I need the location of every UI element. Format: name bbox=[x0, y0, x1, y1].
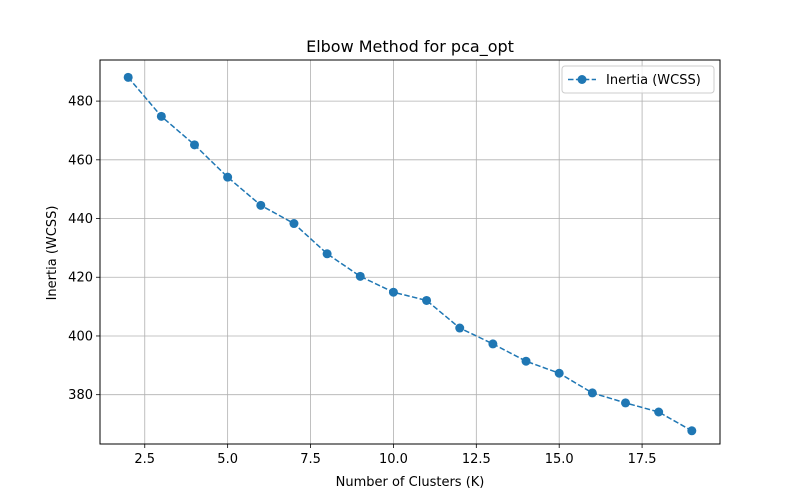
data-point bbox=[521, 356, 531, 366]
data-point bbox=[554, 368, 564, 378]
data-point bbox=[123, 72, 133, 82]
data-point bbox=[156, 111, 166, 121]
y-tick-label: 440 bbox=[68, 212, 93, 227]
data-point bbox=[422, 295, 432, 305]
data-point bbox=[621, 398, 631, 408]
data-point bbox=[355, 271, 365, 281]
x-tick-label: 15.0 bbox=[545, 452, 574, 467]
data-point bbox=[256, 200, 266, 210]
data-point bbox=[289, 219, 299, 229]
data-point bbox=[388, 287, 398, 297]
legend: Inertia (WCSS) bbox=[561, 65, 715, 94]
grid bbox=[100, 60, 720, 444]
chart-title: Elbow Method for pca_opt bbox=[306, 37, 514, 57]
legend-marker-sample bbox=[577, 75, 587, 84]
y-tick-label: 460 bbox=[68, 153, 93, 168]
data-point bbox=[223, 172, 233, 182]
x-axis-ticks: 2.5 5.0 7.5 10.0 12.5 15.0 17.5 bbox=[134, 444, 657, 467]
x-tick-label: 17.5 bbox=[628, 452, 657, 467]
y-tick-label: 400 bbox=[68, 329, 93, 344]
x-tick-label: 12.5 bbox=[462, 452, 491, 467]
data-point bbox=[488, 339, 498, 349]
data-point bbox=[687, 426, 697, 436]
data-point bbox=[455, 323, 465, 333]
y-axis-ticks: 380 400 420 440 460 480 bbox=[68, 95, 100, 403]
y-tick-label: 420 bbox=[68, 271, 93, 286]
x-tick-label: 10.0 bbox=[379, 452, 408, 467]
x-tick-label: 5.0 bbox=[217, 452, 238, 467]
data-point bbox=[587, 388, 597, 398]
y-tick-label: 480 bbox=[68, 95, 93, 110]
y-tick-label: 380 bbox=[68, 388, 93, 403]
data-point bbox=[189, 140, 199, 150]
data-point bbox=[654, 407, 664, 417]
x-tick-label: 2.5 bbox=[134, 452, 155, 467]
y-axis-label: Inertia (WCSS) bbox=[45, 206, 60, 301]
x-axis-label: Number of Clusters (K) bbox=[336, 475, 485, 490]
x-tick-label: 7.5 bbox=[300, 452, 321, 467]
data-point bbox=[322, 249, 332, 259]
legend-entry-label: Inertia (WCSS) bbox=[606, 73, 701, 88]
legend-box bbox=[561, 65, 715, 94]
plot-frame bbox=[99, 59, 721, 445]
series-layer bbox=[123, 72, 697, 436]
